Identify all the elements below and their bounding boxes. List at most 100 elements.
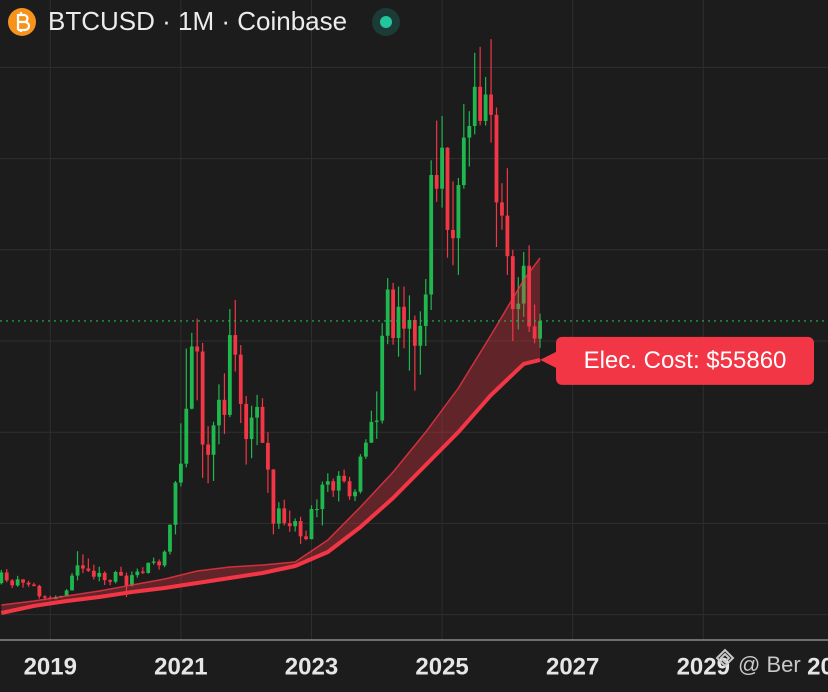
candle-body (276, 508, 281, 524)
candle-body (510, 256, 515, 310)
candle-body (336, 475, 341, 491)
candle-body (119, 571, 123, 576)
candle-body (385, 289, 390, 336)
candle-body (434, 175, 439, 189)
candle-body (472, 86, 477, 126)
candle-body (374, 420, 379, 422)
candle-body (70, 575, 74, 591)
candle-body (211, 425, 216, 455)
candle-body (64, 590, 69, 596)
candle-body (113, 571, 118, 582)
candle-body (358, 456, 363, 492)
x-tick-label: 2023 (285, 653, 338, 680)
candle-body (195, 346, 200, 352)
candle-body (461, 137, 466, 186)
candle-body (478, 86, 483, 121)
cost-band-area (1, 258, 541, 614)
candle-body (418, 325, 423, 346)
candle-body (146, 562, 151, 573)
candle-body (140, 571, 145, 573)
candle-body (206, 444, 211, 455)
candle-body (42, 596, 47, 598)
candle-body (369, 421, 374, 443)
candle-body (37, 585, 42, 597)
candle-body (227, 335, 232, 415)
candle-body (363, 442, 368, 457)
candle-body (157, 561, 162, 566)
candle-body (200, 351, 205, 445)
candle-body (238, 354, 243, 404)
candle-body (108, 580, 113, 582)
candle-body (217, 399, 221, 426)
candle-body (151, 561, 156, 563)
x-tick-label: 2019 (24, 653, 77, 680)
candle-body (271, 469, 276, 524)
candle-body (314, 509, 319, 511)
candle-body (342, 475, 347, 482)
candle-body (135, 571, 140, 576)
candle-body (391, 289, 396, 339)
candle-body (97, 572, 102, 577)
candle-body (162, 551, 167, 566)
candle-body (527, 265, 532, 327)
candle-body (222, 399, 227, 415)
symbol-header: BTCUSD · 1M · Coinbase (8, 6, 400, 36)
candle-body (451, 229, 455, 239)
candle-body (440, 147, 444, 189)
candle-body (380, 335, 385, 421)
candle-body (298, 521, 303, 537)
candle-body (353, 491, 357, 497)
cost-upper-line (1, 257, 541, 606)
symbol-title: BTCUSD · 1M · Coinbase (48, 6, 347, 36)
candle-body (467, 125, 472, 138)
candle-body (178, 463, 183, 483)
x-tick-label: 2031 (807, 653, 828, 680)
candle-body (325, 481, 330, 485)
candle-body (81, 565, 85, 569)
candle-body (500, 202, 504, 216)
candle-body (347, 481, 352, 497)
candle-body (91, 570, 96, 577)
candle-body (456, 185, 461, 239)
candle-body (75, 565, 80, 576)
candle-body (516, 303, 521, 310)
cost-label-box (556, 336, 814, 385)
candle-body (4, 572, 9, 581)
candle-body (0, 572, 4, 584)
candle-body (86, 568, 91, 571)
candle-body (505, 215, 510, 257)
candle-body (423, 294, 428, 326)
candle-body (130, 575, 134, 586)
plot-area (0, 39, 828, 615)
candle-body (10, 580, 15, 586)
status-dot (380, 16, 392, 28)
candle-body (331, 481, 336, 491)
cost-label-text: Elec. Cost: $55860 (584, 347, 787, 374)
candle-body (21, 579, 25, 583)
x-tick-label: 2027 (546, 653, 599, 680)
candle-body (483, 94, 488, 121)
watermark-icon (715, 648, 735, 668)
x-tick-label: 2025 (415, 653, 468, 680)
candle-body (396, 306, 401, 339)
candle-body (168, 524, 172, 552)
candle-body (124, 575, 129, 586)
x-tick-label: 2021 (154, 653, 207, 680)
candle-body (249, 417, 254, 440)
candle-body (429, 175, 434, 295)
cost-lower-line (0, 357, 541, 615)
candle-body (489, 94, 493, 115)
candle-body (402, 306, 406, 329)
candle-body (184, 408, 189, 464)
candle-body (15, 579, 20, 586)
candle-body (494, 114, 499, 203)
watermark: @ Ber (715, 648, 801, 677)
candle-body (233, 335, 238, 355)
cost-label: Elec. Cost: $55860 (540, 336, 814, 385)
candle-body (266, 442, 270, 470)
candle-body (407, 320, 412, 329)
candle-body (532, 326, 537, 339)
